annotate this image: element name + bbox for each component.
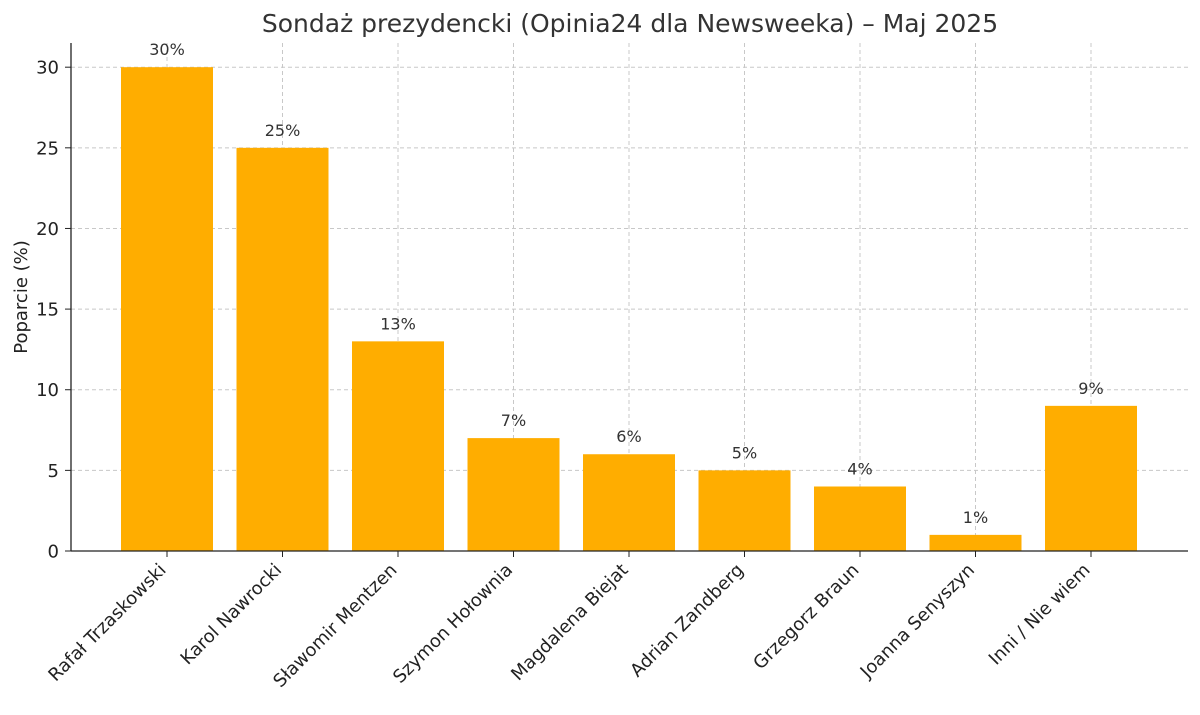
bar-2 [352,341,444,551]
chart-title: Sondaż prezydencki (Opinia24 dla Newswee… [262,9,998,38]
data-label-6: 4% [847,459,872,478]
data-labels: 30% 25% 13% 7% 6% 5% 4% 1% 9% [149,40,1103,527]
y-tick-label-1: 5 [48,461,59,482]
bar-1 [236,147,329,552]
y-axis-ticks: 0 5 10 15 20 25 30 [36,58,71,563]
data-label-2: 13% [380,314,416,333]
x-tick-label-2: Sławomir Mentzen [269,560,401,692]
data-label-3: 7% [501,411,526,430]
bar-7 [929,534,1022,551]
x-tick-label-8: Inni / Nie wiem [985,560,1095,670]
y-tick-label-2: 10 [36,380,59,401]
bar-0 [121,67,213,551]
bar-3 [467,438,560,551]
x-tick-label-0: Rafał Trzaskowski [44,560,170,686]
bars [121,67,1137,552]
y-tick-label-6: 30 [36,58,59,79]
grid-lines [71,43,1188,551]
bar-8 [1045,405,1137,551]
data-label-1: 25% [265,121,301,140]
y-tick-label-5: 25 [36,138,59,159]
y-tick-label-3: 15 [36,300,59,321]
x-tick-label-3: Szymon Hołownia [389,560,517,688]
x-axis-ticks: Rafał Trzaskowski Karol NawrockiSławomir … [44,551,1095,692]
x-tick-label-4: Magdalena Biejat [507,560,632,685]
data-label-8: 9% [1078,379,1103,398]
y-tick-label-4: 20 [36,219,59,240]
y-tick-label-0: 0 [48,542,59,563]
x-tick-label-6: Grzegorz Braun [749,560,863,674]
data-label-0: 30% [149,40,185,59]
bar-6 [814,486,906,551]
y-axis-label: Poparcie (%) [11,240,32,354]
data-label-5: 5% [732,443,757,462]
data-label-4: 6% [616,427,641,446]
x-tick-label-7: Joanna Senyszyn [856,560,979,683]
bar-5 [698,470,791,551]
x-tick-label-5: Adrian Zandberg [626,560,748,682]
x-tick-label-1: Karol Nawrocki [177,560,286,669]
bar-4 [583,454,675,551]
data-label-7: 1% [963,508,988,527]
